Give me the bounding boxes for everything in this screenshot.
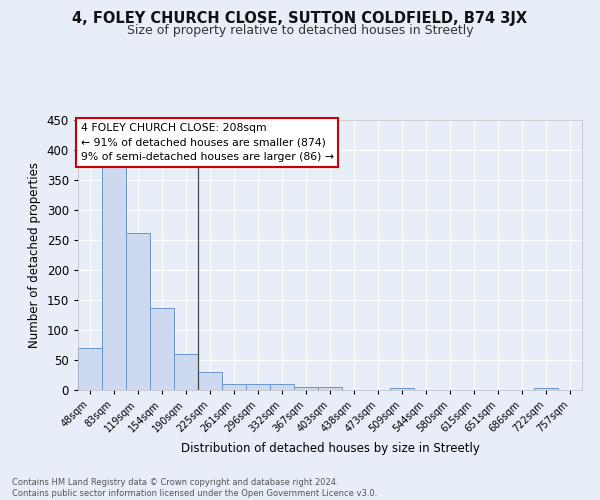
Bar <box>246 384 270 390</box>
Bar <box>390 388 414 390</box>
Bar <box>102 165 126 390</box>
Text: 4 FOLEY CHURCH CLOSE: 208sqm
← 91% of detached houses are smaller (874)
9% of se: 4 FOLEY CHURCH CLOSE: 208sqm ← 91% of de… <box>80 122 334 162</box>
Bar <box>222 384 246 390</box>
Bar <box>270 384 294 390</box>
Y-axis label: Number of detached properties: Number of detached properties <box>28 162 41 348</box>
Text: Size of property relative to detached houses in Streetly: Size of property relative to detached ho… <box>127 24 473 37</box>
Bar <box>318 387 342 390</box>
X-axis label: Distribution of detached houses by size in Streetly: Distribution of detached houses by size … <box>181 442 479 456</box>
Bar <box>150 308 174 390</box>
Bar <box>126 233 150 390</box>
Bar <box>294 387 318 390</box>
Text: Contains HM Land Registry data © Crown copyright and database right 2024.
Contai: Contains HM Land Registry data © Crown c… <box>12 478 377 498</box>
Bar <box>174 354 198 390</box>
Bar <box>534 388 558 390</box>
Bar <box>198 372 222 390</box>
Bar <box>78 348 102 390</box>
Text: 4, FOLEY CHURCH CLOSE, SUTTON COLDFIELD, B74 3JX: 4, FOLEY CHURCH CLOSE, SUTTON COLDFIELD,… <box>73 11 527 26</box>
